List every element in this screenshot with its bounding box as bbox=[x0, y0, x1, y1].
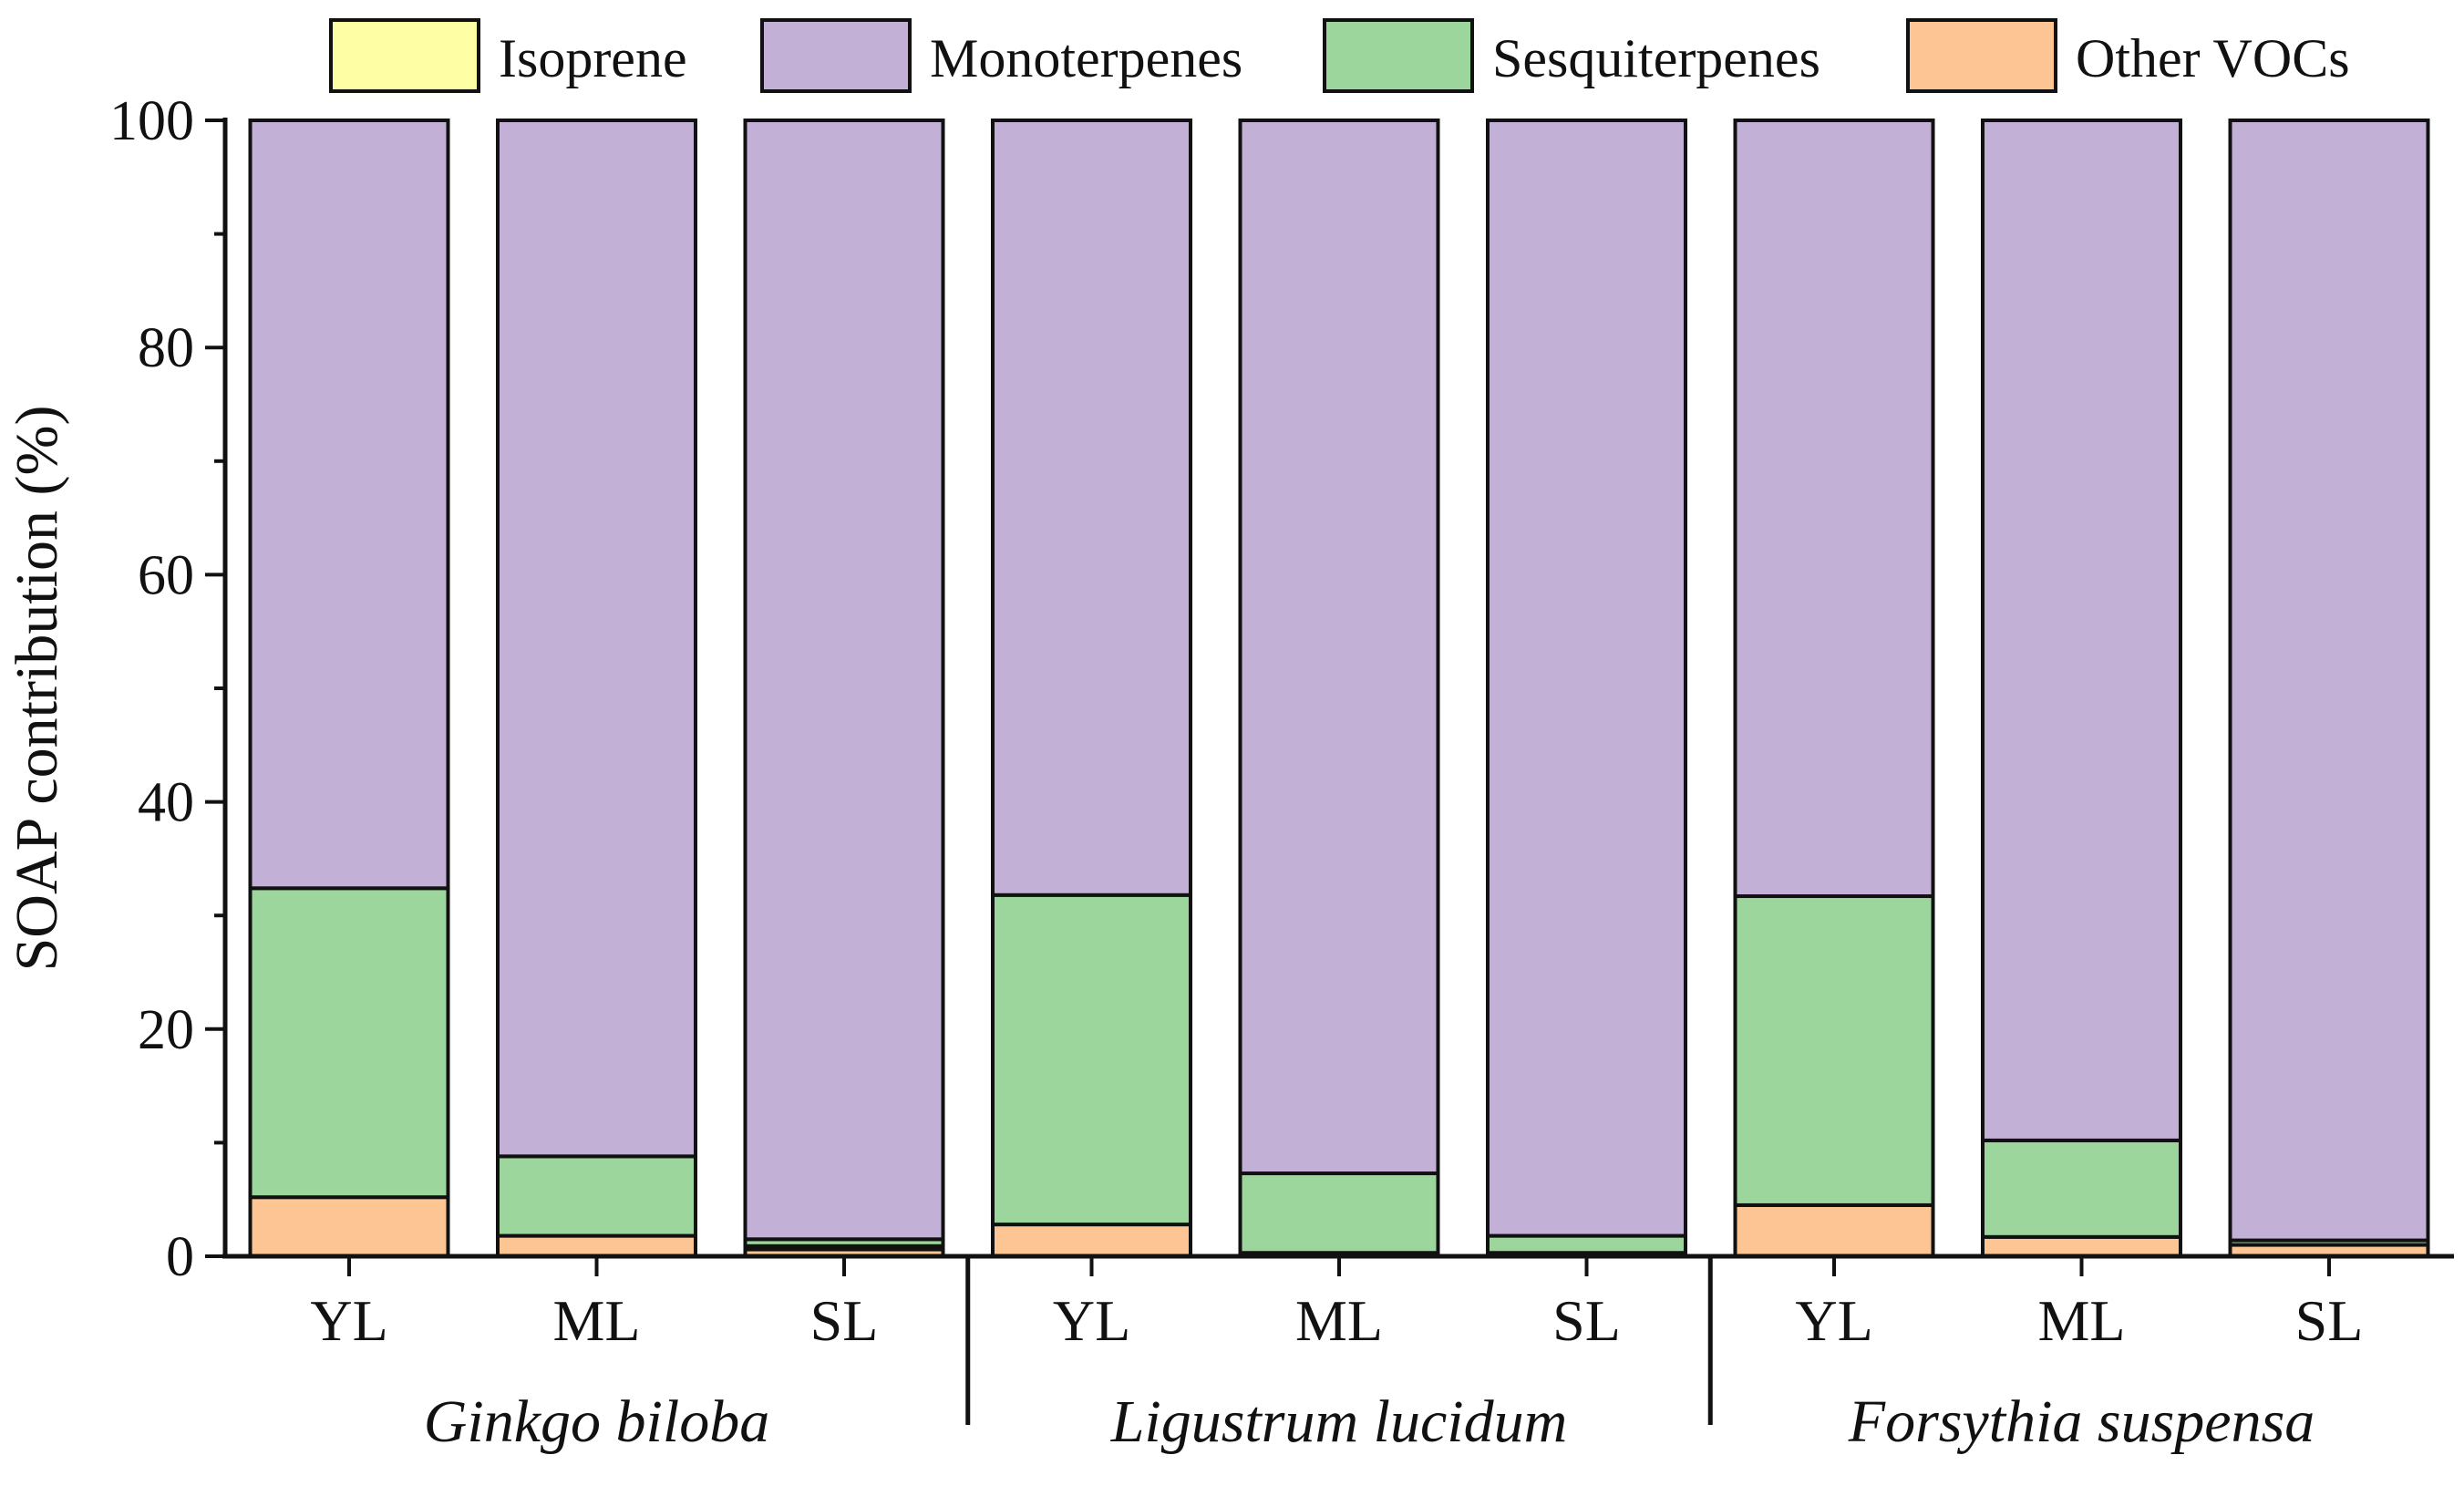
x-category-label-ginkgo-biloba-sl: SL bbox=[810, 1288, 879, 1353]
bar-ginkgo-biloba-ml-monoterpenes bbox=[496, 119, 697, 1159]
x-category-label-forsythia-suspensa-yl: YL bbox=[1795, 1288, 1872, 1353]
x-category-label-forsythia-suspensa-sl: SL bbox=[2295, 1288, 2364, 1353]
bar-forsythia-suspensa-yl-other-vocs bbox=[1733, 1202, 1935, 1259]
legend: Isoprene Monoterpenes Sesquiterpenes Other … bbox=[329, 18, 2350, 93]
group-label-forsythia-suspensa: Forsythia suspensa bbox=[1848, 1388, 2315, 1455]
labels: 0 20 40 60 80 100 SOAP contribution (%) YL ML SL Y… bbox=[4, 90, 2363, 1455]
x-category-label-ginkgo-biloba-ml: ML bbox=[553, 1288, 641, 1353]
bar-ligustrum-lucidum-sl-sesquiterpenes bbox=[1486, 1233, 1687, 1255]
bar-ligustrum-lucidum-yl-sesquiterpenes bbox=[991, 893, 1192, 1227]
y-tick-label: 0 bbox=[166, 1226, 194, 1288]
legend-swatch-isoprene bbox=[329, 18, 480, 93]
legend-swatch-sesquiterpenes bbox=[1323, 18, 1474, 93]
bars bbox=[248, 119, 2430, 1259]
bar-ginkgo-biloba-yl-other-vocs bbox=[248, 1195, 450, 1259]
bar-forsythia-suspensa-ml-other-vocs bbox=[1981, 1234, 2182, 1258]
y-tick-label: 100 bbox=[109, 90, 194, 152]
bar-ligustrum-lucidum-ml-monoterpenes bbox=[1238, 119, 1440, 1176]
legend-swatch-monoterpenes bbox=[760, 18, 912, 93]
legend-label-sesquiterpenes: Sesquiterpenes bbox=[1492, 28, 1820, 88]
bar-forsythia-suspensa-sl-monoterpenes bbox=[2228, 119, 2430, 1243]
x-category-label-ligustrum-lucidum-yl: YL bbox=[1053, 1288, 1130, 1353]
legend-label-monoterpenes: Monoterpenes bbox=[930, 28, 1242, 88]
x-category-label-ligustrum-lucidum-ml: ML bbox=[1295, 1288, 1383, 1353]
legend-label-isoprene: Isoprene bbox=[499, 28, 687, 88]
bar-ginkgo-biloba-ml-other-vocs bbox=[496, 1233, 697, 1259]
bar-ginkgo-biloba-yl-sesquiterpenes bbox=[248, 886, 450, 1200]
bar-forsythia-suspensa-ml-sesquiterpenes bbox=[1981, 1138, 2182, 1239]
y-tick-label: 40 bbox=[138, 772, 194, 834]
bar-forsythia-suspensa-yl-sesquiterpenes bbox=[1733, 894, 1935, 1207]
bar-forsythia-suspensa-yl-monoterpenes bbox=[1733, 119, 1935, 899]
x-category-label-ligustrum-lucidum-sl: SL bbox=[1552, 1288, 1621, 1353]
y-tick-label: 20 bbox=[138, 999, 194, 1061]
group-label-ginkgo-biloba: Ginkgo biloba bbox=[424, 1388, 769, 1455]
bar-ligustrum-lucidum-sl-monoterpenes bbox=[1486, 119, 1687, 1238]
bar-ligustrum-lucidum-yl-other-vocs bbox=[991, 1223, 1192, 1259]
y-tick-label: 60 bbox=[138, 544, 194, 606]
bar-ginkgo-biloba-yl-monoterpenes bbox=[248, 119, 450, 891]
x-category-label-ginkgo-biloba-yl: YL bbox=[310, 1288, 387, 1353]
bar-forsythia-suspensa-ml-monoterpenes bbox=[1981, 119, 2182, 1142]
group-label-ligustrum-lucidum: Ligustrum lucidum bbox=[1110, 1388, 1568, 1455]
axes bbox=[205, 118, 2454, 1425]
y-tick-label: 80 bbox=[138, 317, 194, 379]
bar-ligustrum-lucidum-yl-monoterpenes bbox=[991, 119, 1192, 897]
legend-label-other-vocs: Other VOCs bbox=[2076, 28, 2350, 88]
x-category-label-forsythia-suspensa-ml: ML bbox=[2038, 1288, 2126, 1353]
legend-swatch-other-vocs bbox=[1906, 18, 2057, 93]
y-axis-title: SOAP contribution (%) bbox=[4, 406, 70, 972]
bar-ginkgo-biloba-sl-monoterpenes bbox=[743, 119, 945, 1242]
bar-ginkgo-biloba-ml-sesquiterpenes bbox=[496, 1154, 697, 1238]
bar-ligustrum-lucidum-ml-sesquiterpenes bbox=[1238, 1171, 1440, 1255]
